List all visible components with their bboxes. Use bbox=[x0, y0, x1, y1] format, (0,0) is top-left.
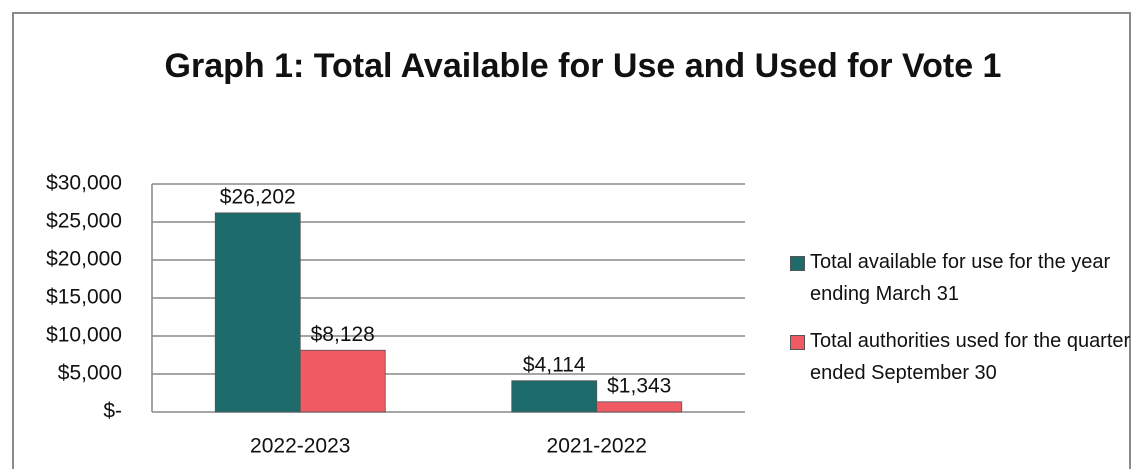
legend-swatch bbox=[790, 335, 805, 350]
y-tick-label: $15,000 bbox=[46, 286, 122, 309]
value-label: $4,114 bbox=[523, 353, 586, 376]
bar bbox=[299, 349, 386, 413]
value-label: $8,128 bbox=[311, 323, 375, 346]
value-label: $26,202 bbox=[220, 185, 296, 208]
legend-label: Total available for use for the year end… bbox=[810, 251, 1111, 305]
y-tick-label: $20,000 bbox=[46, 248, 122, 271]
chart-frame bbox=[12, 12, 1131, 469]
chart-title: Graph 1: Total Available for Use and Use… bbox=[164, 47, 1002, 85]
value-label: $1,343 bbox=[607, 374, 671, 397]
bar bbox=[596, 401, 683, 413]
bar bbox=[214, 212, 301, 413]
legend-swatch bbox=[790, 256, 805, 271]
x-tick-label: 2021-2022 bbox=[547, 435, 647, 458]
y-tick-label: $25,000 bbox=[46, 210, 122, 233]
y-tick-label: $30,000 bbox=[46, 172, 122, 195]
y-tick-label: $- bbox=[103, 400, 122, 423]
bar bbox=[511, 380, 598, 413]
y-tick-label: $10,000 bbox=[46, 324, 122, 347]
y-tick-label: $5,000 bbox=[58, 362, 122, 385]
legend-label: Total authorities used for the quarter e… bbox=[810, 330, 1131, 384]
x-tick-label: 2022-2023 bbox=[250, 435, 350, 458]
